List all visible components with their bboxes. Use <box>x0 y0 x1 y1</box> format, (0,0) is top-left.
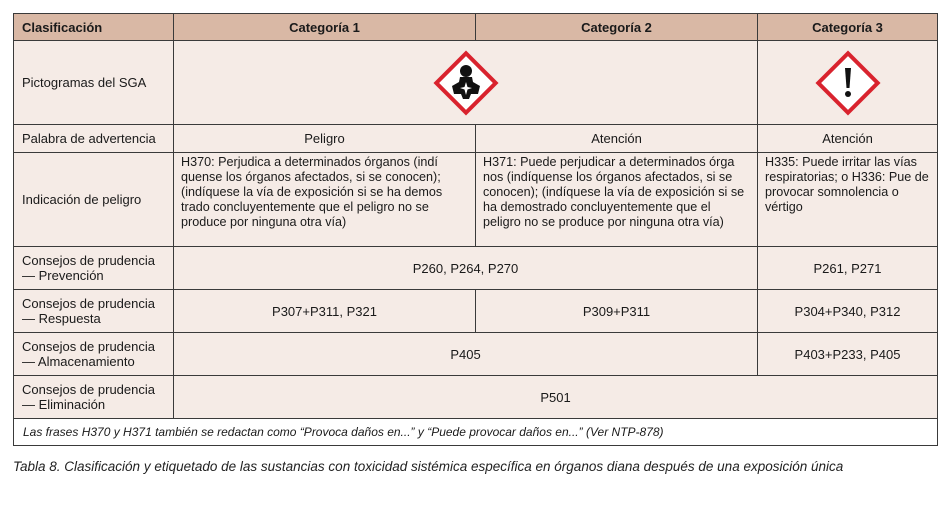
prevention-cat3: P261, P271 <box>757 246 938 290</box>
pictogram-cell-cat3 <box>757 40 938 125</box>
signal-word-row: Palabra de advertencia Peligro Atención … <box>13 124 938 153</box>
row-label: Consejos de prudencia — Prevención <box>13 246 174 290</box>
prevention-cat12: P260, P264, P270 <box>173 246 758 290</box>
exclamation-mark-pictogram-icon <box>814 49 881 116</box>
header-clasificacion: Clasificación <box>13 13 174 41</box>
response-cat2: P309+P311 <box>475 289 758 333</box>
table-note: Las frases H370 y H371 también se redact… <box>13 418 938 446</box>
note-row: Las frases H370 y H371 también se redact… <box>13 418 938 446</box>
row-label: Indicación de peligro <box>13 152 174 247</box>
response-cat1: P307+P311, P321 <box>173 289 476 333</box>
health-hazard-pictogram-icon <box>432 49 499 116</box>
response-row: Consejos de prudencia — Respuesta P307+P… <box>13 289 938 333</box>
pictogram-cell-cat12 <box>173 40 758 125</box>
signal-word-cat2: Atención <box>475 124 758 153</box>
table-caption: Tabla 8. Clasificación y etiquetado de l… <box>13 459 844 474</box>
row-label: Consejos de prudencia — Respuesta <box>13 289 174 333</box>
disposal-all: P501 <box>173 375 938 419</box>
row-label: Palabra de advertencia <box>13 124 174 153</box>
response-cat3: P304+P340, P312 <box>757 289 938 333</box>
storage-cat3: P403+P233, P405 <box>757 332 938 376</box>
hazard-statement-cat3: H335: Puede irritar las vías respiratori… <box>757 152 938 247</box>
storage-cat12: P405 <box>173 332 758 376</box>
signal-word-cat1: Peligro <box>173 124 476 153</box>
header-categoria-2: Categoría 2 <box>475 13 758 41</box>
hazard-statement-cat1: H370: Perjudica a determinados órganos (… <box>173 152 476 247</box>
pictogram-row: Pictogramas del SGA <box>13 40 938 125</box>
row-label: Consejos de prudencia — Almacenamiento <box>13 332 174 376</box>
hazard-statement-row: Indicación de peligro H370: Perjudica a … <box>13 152 938 247</box>
row-label: Pictogramas del SGA <box>13 40 174 125</box>
classification-table: Clasificación Categoría 1 Categoría 2 Ca… <box>13 13 938 446</box>
signal-word-cat3: Atención <box>757 124 938 153</box>
header-row: Clasificación Categoría 1 Categoría 2 Ca… <box>13 13 938 41</box>
row-label: Consejos de prudencia — Eliminación <box>13 375 174 419</box>
storage-row: Consejos de prudencia — Almacenamiento P… <box>13 332 938 376</box>
disposal-row: Consejos de prudencia — Eliminación P501 <box>13 375 938 419</box>
header-categoria-3: Categoría 3 <box>757 13 938 41</box>
header-categoria-1: Categoría 1 <box>173 13 476 41</box>
prevention-row: Consejos de prudencia — Prevención P260,… <box>13 246 938 290</box>
hazard-statement-cat2: H371: Puede perjudicar a determinados ór… <box>475 152 758 247</box>
